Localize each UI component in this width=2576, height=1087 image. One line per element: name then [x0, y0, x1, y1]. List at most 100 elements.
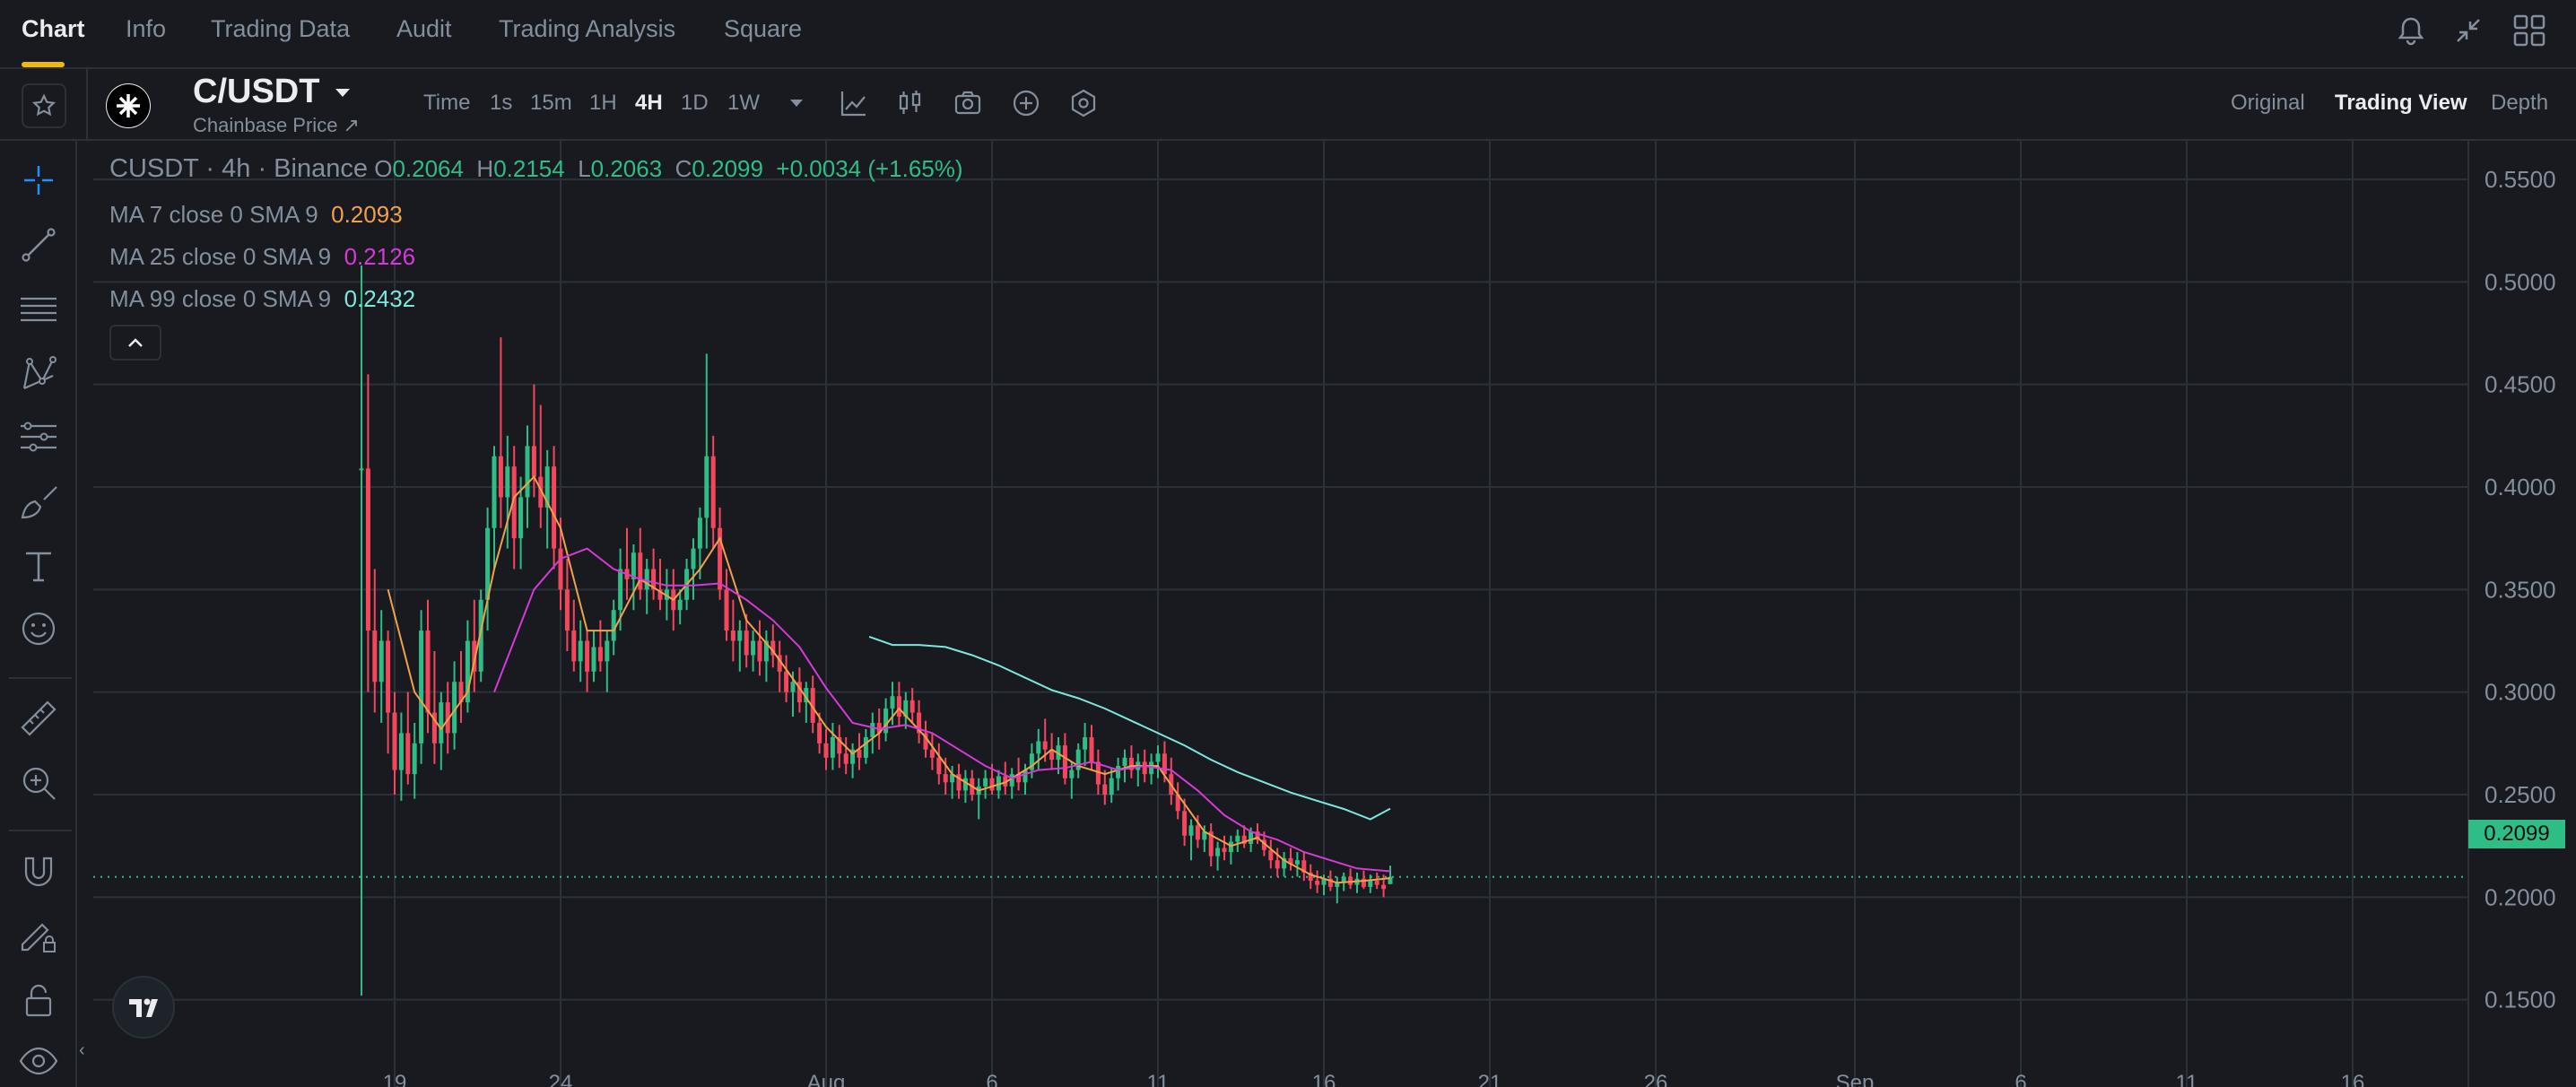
ma7-legend[interactable]: MA 7 close 0 SMA 9 0.2093	[109, 201, 403, 229]
candle-body	[558, 548, 563, 590]
y-tick-label: 0.5000	[2485, 268, 2556, 295]
candle-body	[936, 757, 942, 775]
crosshair-icon[interactable]	[17, 159, 60, 202]
collapse-toolbar-icon[interactable]: ‹	[79, 1040, 85, 1060]
candle-body	[710, 456, 716, 528]
zoom-in-icon[interactable]	[17, 761, 60, 804]
candle-body	[611, 610, 616, 641]
timeframe-4h[interactable]: 4H	[635, 91, 663, 115]
candle-body	[1202, 831, 1207, 840]
tab-audit[interactable]: Audit	[396, 15, 452, 42]
candle-body	[359, 468, 364, 471]
trend-line-icon[interactable]	[17, 223, 60, 266]
candle-body	[804, 688, 809, 703]
close-value: 0.2099	[692, 155, 763, 182]
settings-icon[interactable]	[1067, 87, 1100, 119]
x-tick-label: 6	[2015, 1071, 2026, 1087]
candle-body	[962, 778, 968, 791]
timeframe-1d[interactable]: 1D	[681, 91, 709, 115]
timeframe-time[interactable]: Time	[423, 91, 471, 115]
eye-icon[interactable]	[17, 1039, 60, 1083]
candle-body	[950, 774, 955, 783]
candle-body	[478, 599, 483, 672]
candle-body	[1249, 831, 1254, 844]
candle-body	[445, 702, 450, 734]
candle-body	[571, 630, 577, 662]
candle-body	[1142, 761, 1147, 775]
y-tick-label: 0.1500	[2485, 987, 2556, 1013]
chart-area[interactable]: 19 24 Aug 6 11 16 21 26 Sep 6 11 16 0.5500 0.5000 0.45…	[93, 141, 2576, 1087]
candle-body	[909, 700, 915, 713]
symbol-dropdown-icon[interactable]	[332, 82, 353, 103]
candle-body	[1235, 835, 1240, 842]
add-icon[interactable]	[1010, 87, 1042, 119]
candle-type-icon[interactable]	[894, 87, 927, 119]
candle-body	[365, 468, 370, 631]
timeframe-dropdown-icon[interactable]	[780, 87, 813, 119]
candle-body	[657, 589, 663, 600]
view-depth[interactable]: Depth	[2491, 91, 2549, 115]
view-trading-view[interactable]: Trading View	[2335, 91, 2467, 115]
symbol-name[interactable]: C/USDT	[193, 73, 320, 110]
pattern-icon[interactable]	[17, 352, 60, 396]
candle-body	[757, 640, 762, 662]
x-tick-label: 21	[1478, 1071, 1502, 1087]
candle-body	[1374, 881, 1379, 885]
ma25-legend[interactable]: MA 25 close 0 SMA 9 0.2126	[109, 243, 415, 271]
candle-body	[1149, 761, 1154, 775]
tab-chart[interactable]: Chart	[22, 15, 85, 42]
indicators-icon[interactable]	[838, 87, 870, 119]
candle-body	[1308, 872, 1313, 882]
candle-body	[597, 647, 603, 662]
candle-body	[763, 640, 769, 662]
tab-trading-data[interactable]: Trading Data	[211, 15, 351, 42]
collapse-icon[interactable]	[2449, 11, 2488, 50]
active-tab-indicator	[22, 62, 65, 67]
tab-info[interactable]: Info	[126, 15, 167, 42]
view-original[interactable]: Original	[2231, 91, 2305, 115]
candle-body	[896, 696, 901, 717]
timeframe-1h[interactable]: 1H	[589, 91, 617, 115]
candle-body	[1255, 831, 1260, 840]
lock-drawing-icon[interactable]	[17, 914, 60, 957]
tab-square[interactable]: Square	[724, 15, 803, 42]
candle-body	[505, 466, 510, 498]
tradingview-logo[interactable]	[112, 976, 175, 1039]
x-tick-label: 11	[2176, 1071, 2198, 1087]
candle-body	[691, 548, 696, 570]
favorite-button[interactable]	[22, 83, 66, 128]
high-value: 0.2154	[493, 155, 565, 182]
legend-collapse-button[interactable]	[109, 325, 161, 361]
candle-body	[1075, 749, 1081, 770]
emoji-icon[interactable]	[17, 607, 60, 650]
candle-body	[850, 749, 856, 764]
candle-body	[929, 749, 935, 758]
candle-body	[1188, 825, 1194, 836]
bell-icon[interactable]	[2391, 11, 2431, 50]
magnet-icon[interactable]	[17, 849, 60, 892]
timeframe-1s[interactable]: 1s	[490, 91, 513, 115]
candle-body	[751, 640, 756, 656]
candle-body	[492, 456, 497, 528]
price-chart[interactable]: 19 24 Aug 6 11 16 21 26 Sep 6 11 16 0.5500 0.5000 0.45…	[93, 141, 2576, 1087]
fib-lines-icon[interactable]	[17, 288, 60, 331]
grid-icon[interactable]	[2510, 11, 2549, 50]
ma99-legend[interactable]: MA 99 close 0 SMA 9 0.2432	[109, 285, 415, 313]
timeframe-15m[interactable]: 15m	[530, 91, 572, 115]
candle-body	[1321, 878, 1327, 885]
candle-body	[876, 722, 882, 734]
brush-icon[interactable]	[17, 480, 60, 523]
screenshot-icon[interactable]	[952, 87, 984, 119]
timeframe-1w[interactable]: 1W	[727, 91, 760, 115]
ruler-icon[interactable]	[17, 697, 60, 740]
tab-trading-analysis[interactable]: Trading Analysis	[499, 15, 676, 42]
lock-icon[interactable]	[17, 978, 60, 1022]
projection-icon[interactable]	[17, 415, 60, 458]
candle-body	[917, 712, 922, 734]
candle-body	[1222, 848, 1227, 853]
text-icon[interactable]	[17, 544, 60, 587]
price-source-link[interactable]: Chainbase Price ↗	[193, 114, 360, 136]
candle-body	[1016, 774, 1022, 783]
candle-body	[452, 682, 457, 734]
candle-body	[770, 640, 776, 656]
